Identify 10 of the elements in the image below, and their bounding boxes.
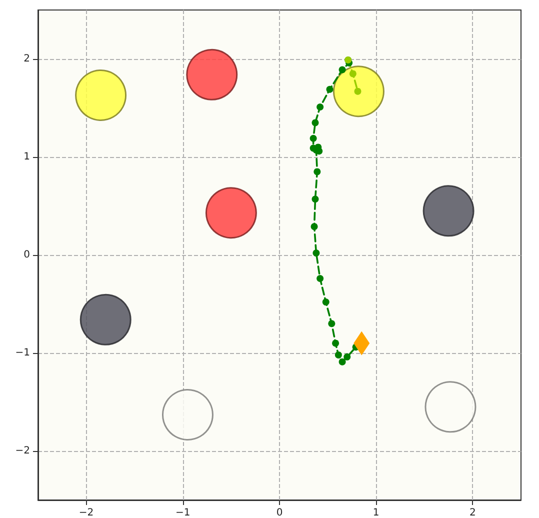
x-tick-label: 0 [276, 508, 283, 518]
x-tick-label: −2 [78, 508, 94, 518]
y-tick-label: −1 [15, 348, 30, 358]
y-tick-label: −2 [15, 446, 30, 456]
x-tick-label: 1 [372, 508, 380, 518]
x-tick-label: 2 [470, 508, 476, 518]
x-tick-label: −1 [176, 508, 190, 518]
y-tick-label: 0 [24, 250, 30, 260]
y-tick-label: 2 [24, 54, 30, 64]
y-tick-label: 1 [24, 152, 30, 162]
